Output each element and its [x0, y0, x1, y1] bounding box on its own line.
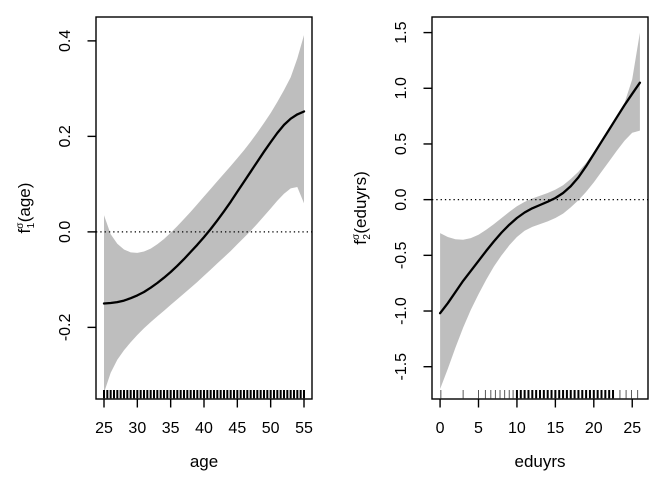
y-title-superscript: σ [15, 222, 26, 229]
fit-line [438, 81, 642, 315]
plot-box [431, 16, 649, 400]
y-tick-label: 0.0 [57, 221, 74, 243]
y-title-base: f [15, 228, 34, 233]
x-tick-label: 15 [546, 420, 564, 437]
x-tick-label: 25 [623, 420, 641, 437]
confidence-band [104, 35, 304, 393]
fit-line [102, 110, 306, 305]
x-tick-label: 30 [128, 420, 146, 437]
x-tick-label: 0 [436, 420, 445, 437]
y-tick-label: 1.0 [393, 77, 410, 99]
x-tick-label: 45 [228, 420, 246, 437]
x-axis-title: eduyrs [514, 452, 565, 471]
panel-f1-age: 25 30 35 40 45 50 55 -0.2 0.0 0.2 0.4 age fσ1(age) [15, 16, 313, 471]
panel-f2-eduyrs: 0 5 10 15 20 25 -1.5 -1.0 -0.5 0.0 0.5 1.0 1.5 eduyrs… [351, 16, 649, 471]
y-tick-label: 0.0 [393, 188, 410, 210]
y-title-argument: (eduyrs) [351, 171, 370, 233]
confidence-band [440, 32, 640, 389]
y-tick-label: 0.2 [57, 125, 74, 147]
y-title-superscript: σ [351, 233, 362, 240]
x-tick-label: 50 [262, 420, 280, 437]
x-tick-label: 20 [585, 420, 603, 437]
y-tick-label: -0.5 [393, 241, 410, 269]
y-tick-label: -1.5 [393, 353, 410, 381]
y-title-argument: (age) [15, 183, 34, 223]
y-title-subscript: 2 [362, 234, 373, 240]
y-tick-label: -1.0 [393, 297, 410, 325]
y-tick-label: -0.2 [57, 313, 74, 341]
x-tick-label: 25 [95, 420, 113, 437]
x-axis-title: age [190, 452, 218, 471]
y-title-subscript: 1 [26, 222, 37, 228]
y-title-base: f [351, 240, 370, 245]
x-tick-label: 5 [474, 420, 483, 437]
x-tick-label: 35 [162, 420, 180, 437]
y-tick-label: 1.5 [393, 21, 410, 43]
x-tick-label: 10 [508, 420, 526, 437]
y-axis-title: fσ2(eduyrs) [351, 171, 373, 245]
x-tick-label: 40 [195, 420, 213, 437]
y-axis-title: fσ1(age) [15, 183, 37, 234]
x-tick-label: 55 [295, 420, 313, 437]
y-tick-label: 0.4 [57, 30, 74, 52]
y-tick-label: 0.5 [393, 133, 410, 155]
